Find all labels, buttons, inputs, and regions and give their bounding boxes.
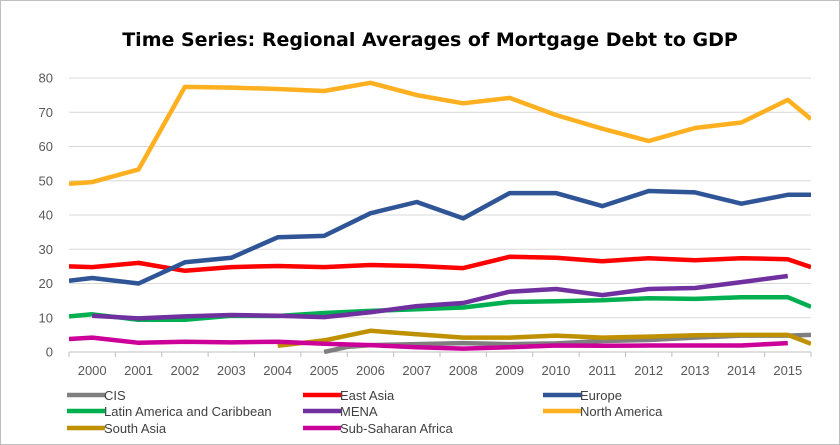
legend-item: East Asia — [303, 388, 395, 403]
y-tick-label: 80 — [39, 71, 53, 86]
legend-label: South Asia — [104, 421, 167, 436]
y-tick-label: 30 — [39, 242, 53, 257]
legend-item: CIS — [67, 388, 126, 403]
x-tick-label: 2012 — [634, 363, 663, 378]
x-tick-label: 2014 — [727, 363, 756, 378]
x-tick-label: 2013 — [681, 363, 710, 378]
y-tick-label: 50 — [39, 173, 53, 188]
axes: 0 10 20 30 40 50 60 70 80 2000 2001 2002 2003 2004 200… — [39, 71, 812, 378]
y-tick-label: 20 — [39, 276, 53, 291]
x-tick-label: 2000 — [78, 363, 107, 378]
series-line-europe — [69, 188, 811, 286]
legend-item: MENA — [303, 404, 378, 419]
x-tick-label: 2002 — [170, 363, 199, 378]
x-tick-label: 2008 — [449, 363, 478, 378]
legend-label: North America — [580, 404, 663, 419]
x-tick-label: 2004 — [263, 363, 292, 378]
legend-item: Europe — [543, 388, 622, 403]
series-line-east-asia — [69, 254, 811, 274]
legend-label: Latin America and Caribbean — [104, 404, 272, 419]
y-tick-label: 40 — [39, 208, 53, 223]
legend-label: CIS — [104, 388, 126, 403]
legend-label: Sub-Saharan Africa — [340, 421, 454, 436]
y-tick-label: 0 — [46, 345, 53, 360]
legend-item: Sub-Saharan Africa — [303, 421, 454, 436]
legend: CIS East Asia Europe Latin America and Cari… — [67, 388, 663, 436]
series-line-south-asia — [277, 328, 811, 349]
series-line-latin-america-and-caribbean — [69, 294, 811, 323]
x-tick-label: 2015 — [773, 363, 802, 378]
series-line-north-america — [69, 80, 811, 187]
series-line-sub-saharan-africa — [69, 335, 788, 351]
gridlines — [69, 77, 811, 319]
series-lines — [69, 80, 811, 354]
legend-label: East Asia — [340, 388, 395, 403]
x-tick-label: 2005 — [310, 363, 339, 378]
x-tick-label: 2003 — [217, 363, 246, 378]
x-tick-label: 2007 — [402, 363, 431, 378]
x-tick-label: 2001 — [124, 363, 153, 378]
legend-item: Latin America and Caribbean — [67, 404, 272, 419]
series-line-mena — [92, 273, 789, 321]
x-tick-label: 2011 — [588, 363, 616, 378]
x-tick-label: 2009 — [495, 363, 524, 378]
legend-item: North America — [543, 404, 663, 419]
legend-item: South Asia — [67, 421, 167, 436]
y-tick-label: 60 — [39, 139, 53, 154]
chart-title: Time Series: Regional Averages of Mortga… — [122, 29, 738, 51]
y-tick-label: 10 — [39, 310, 53, 325]
y-tick-label: 70 — [39, 105, 53, 120]
x-tick-label: 2006 — [356, 363, 385, 378]
legend-label: Europe — [580, 388, 622, 403]
x-tick-label: 2010 — [541, 363, 570, 378]
legend-label: MENA — [340, 404, 378, 419]
